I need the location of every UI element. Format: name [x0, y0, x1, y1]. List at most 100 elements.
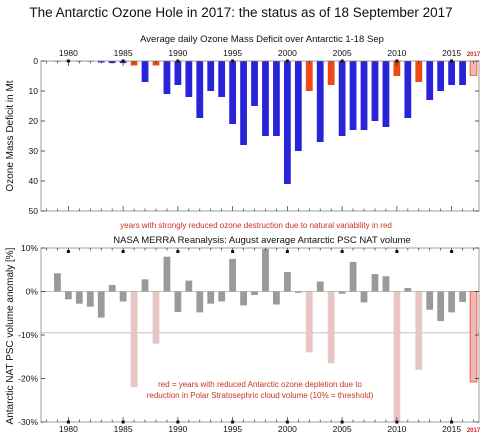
xtick-marker: [450, 420, 454, 424]
xtick-label: 1985: [114, 424, 133, 434]
xtick-marker: [285, 420, 289, 424]
xtick-label-current-year: 2017: [467, 52, 481, 58]
xtick-label: 2010: [387, 48, 406, 58]
bar-1993: [207, 291, 215, 304]
xtick-label: 1985: [114, 48, 133, 58]
bar-1981: [75, 291, 83, 304]
xtick-marker: [340, 420, 344, 424]
ytick-label: -10%: [18, 330, 38, 340]
bottom-note-line-2: reduction in Polar Stratosephric cloud v…: [147, 391, 374, 400]
bar-1995: [229, 258, 237, 292]
bar-2006: [349, 61, 357, 130]
ytick-label: 40: [29, 176, 39, 186]
figure-title: The Antarctic Ozone Hole in 2017: the st…: [29, 5, 452, 20]
ytick-label: 30: [29, 146, 39, 156]
xtick-label-current-year: 2017: [467, 428, 481, 434]
xtick-marker: [231, 420, 235, 424]
xtick-label: 2005: [333, 48, 352, 58]
bar-1989: [163, 61, 171, 94]
bar-2011: [404, 61, 412, 118]
top-chart-title: Average daily Ozone Mass Deficit over An…: [140, 34, 384, 45]
bar-1984: [108, 284, 116, 292]
ytick-label: 0%: [26, 287, 39, 297]
bar-2009: [382, 61, 390, 127]
bar-1983: [97, 291, 105, 318]
bar-2012: [415, 61, 423, 82]
bar-1999: [273, 61, 280, 136]
bar-2014: [437, 291, 445, 322]
xtick-marker: [231, 59, 235, 63]
xtick-label: 2010: [387, 424, 406, 434]
bar-2015: [448, 61, 456, 85]
bar-1979: [54, 273, 61, 292]
bar-1991: [185, 280, 193, 292]
bar-1997: [251, 61, 258, 106]
bottom-chart-title: NASA MERRA Reanalysis: August average An…: [113, 235, 410, 246]
xtick-marker: [450, 59, 454, 63]
ytick-label: 10: [29, 86, 39, 96]
xtick-marker-top: [285, 250, 289, 253]
bar-1998: [262, 248, 269, 292]
bar-2016: [459, 291, 466, 302]
bar-1987: [141, 61, 149, 82]
ozone-mass-deficit-chart: Average daily Ozone Mass Deficit over An…: [5, 34, 481, 230]
bar-2001: [294, 61, 302, 151]
bar-1994: [218, 291, 226, 302]
xtick-label: 1990: [168, 48, 187, 58]
top-plot-frame: [40, 60, 480, 212]
ytick-label: 10%: [21, 243, 38, 253]
xtick-label: 2015: [442, 48, 461, 58]
xtick-marker: [66, 59, 70, 63]
bar-1986: [130, 291, 138, 388]
xtick-marker: [285, 59, 289, 63]
bar-2000: [283, 271, 291, 292]
bar-1995: [229, 61, 237, 124]
bar-2004: [327, 291, 335, 364]
psc-volume-chart: NASA MERRA Reanalysis: August average An…: [5, 235, 481, 434]
bottom-note-line-1: red = years with reduced Antarctic ozone…: [158, 380, 362, 389]
xtick-marker: [121, 420, 125, 424]
xtick-marker: [176, 420, 180, 424]
bar-1996: [240, 291, 247, 306]
bar-2013: [426, 61, 434, 100]
bar-2008: [371, 274, 379, 292]
bar-2001: [294, 291, 302, 293]
bar-2000: [283, 61, 291, 184]
bar-2008: [371, 61, 379, 121]
xtick-marker: [395, 59, 399, 63]
bar-1980: [64, 291, 72, 300]
xtick-marker: [176, 59, 180, 63]
bar-1999: [273, 291, 280, 305]
bar-2007: [360, 291, 368, 303]
bar-2004: [327, 61, 335, 85]
xtick-label: 2005: [333, 424, 352, 434]
xtick-marker-top: [340, 250, 344, 253]
bar-2013: [426, 291, 434, 310]
bar-2009: [382, 276, 390, 292]
bar-2012: [415, 291, 423, 370]
bar-1982: [86, 291, 94, 307]
bar-1987: [141, 279, 149, 292]
ytick-label: 50: [29, 206, 39, 216]
bar-2003: [316, 281, 324, 292]
bar-2016: [459, 61, 466, 85]
bar-1991: [185, 61, 193, 97]
bar-1989: [163, 256, 171, 292]
xtick-marker: [66, 420, 70, 424]
bar-2007: [360, 61, 368, 130]
top-chart-ylabel: Ozone Mass Deficit in Mt: [5, 80, 16, 191]
top-chart-note: years with strongly reduced ozone destru…: [120, 221, 392, 230]
bar-2002: [305, 61, 313, 91]
bar-2014: [437, 61, 445, 91]
bar-1985: [119, 291, 127, 302]
ytick-label: 0: [33, 56, 38, 66]
xtick-label: 1980: [59, 48, 78, 58]
bar-2015: [448, 291, 456, 313]
xtick-marker: [121, 59, 125, 63]
bar-2011: [404, 288, 412, 292]
bottom-chart-ylabel: Antarctic NAT PSC volume anomaly [%]: [5, 247, 16, 424]
xtick-label: 2000: [278, 48, 297, 58]
xtick-marker-top: [395, 250, 399, 253]
bar-2003: [316, 61, 324, 142]
